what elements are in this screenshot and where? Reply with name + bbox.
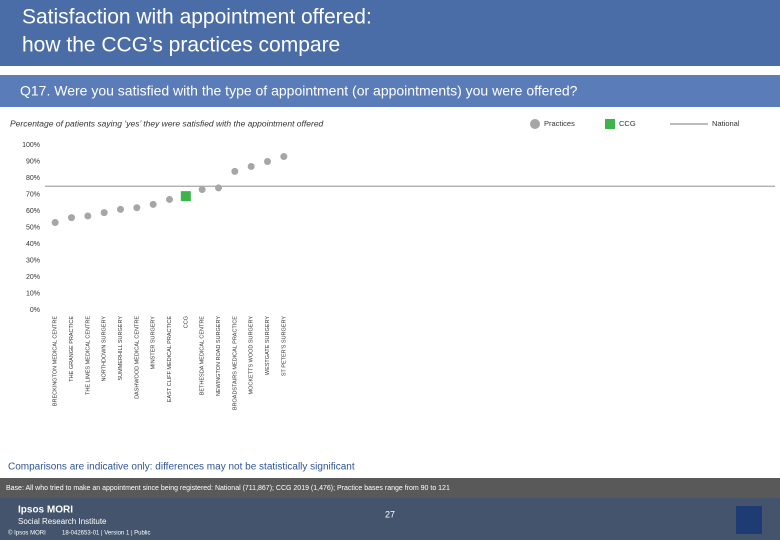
x-tick-label: THE LIMES MEDICAL CENTRE bbox=[85, 316, 91, 395]
legend-swatch bbox=[605, 119, 615, 129]
x-tick-label: MINSTER SURGERY bbox=[151, 316, 157, 370]
legend-label: Practices bbox=[544, 119, 575, 128]
x-tick-label: THE GRANGE PRACTICE bbox=[69, 316, 75, 382]
practice-point bbox=[280, 153, 288, 161]
x-tick-label: BRECKINGTON MEDICAL CENTRE bbox=[53, 316, 59, 406]
y-tick-label: 100% bbox=[22, 142, 40, 149]
practice-point bbox=[247, 162, 255, 170]
x-tick-label: EAST CLIFF MEDICAL PRACTICE bbox=[167, 316, 173, 403]
practice-point bbox=[166, 195, 173, 203]
practice-point bbox=[264, 158, 271, 165]
x-tick-label: WESTGATE SURGERY bbox=[265, 316, 271, 375]
practice-point bbox=[51, 219, 59, 227]
base-band bbox=[0, 478, 780, 498]
x-tick-label: BETHESDA MEDICAL CENTRE bbox=[200, 316, 206, 396]
y-tick-label: 50% bbox=[26, 224, 40, 231]
question-band bbox=[0, 75, 780, 107]
x-tick-label: ST PETER'S SURGERY bbox=[281, 316, 287, 376]
practice-point bbox=[231, 167, 239, 175]
y-tick-label: 30% bbox=[26, 257, 40, 264]
practice-point bbox=[133, 204, 141, 212]
y-tick-label: 90% bbox=[26, 158, 40, 165]
y-tick-label: 80% bbox=[26, 175, 40, 182]
page-number: 27 bbox=[385, 509, 395, 519]
x-tick-label: CCG bbox=[183, 316, 189, 328]
y-tick-label: 10% bbox=[26, 290, 40, 297]
title: how the CCG’s practices compare bbox=[22, 34, 340, 57]
x-tick-label: BROADSTAIRS MEDICAL PRACTICE bbox=[232, 316, 238, 410]
logo: Ipsos MORI bbox=[18, 505, 73, 516]
copyright: © Ipsos MORI bbox=[8, 530, 46, 537]
legend-label: National bbox=[712, 119, 740, 128]
y-tick-label: 0% bbox=[30, 307, 40, 314]
practice-point bbox=[100, 209, 108, 217]
footer-band bbox=[0, 498, 780, 540]
x-tick-label: SUMMERHILL SURGERY bbox=[118, 316, 124, 381]
job-number: 18-042653-01 | Version 1 | Public bbox=[62, 531, 151, 537]
y-tick-label: 70% bbox=[26, 191, 40, 198]
plot: 0% 10% 20% 30% 40% 50% 60% 70% 80% 90% 100% BRECKIN… bbox=[22, 119, 775, 410]
title-band bbox=[0, 0, 780, 66]
x-tick-label: NEWINGTON ROAD SURGERY bbox=[216, 316, 222, 396]
title: Satisfaction with appointment offered: bbox=[22, 6, 372, 29]
y-tick-label: 40% bbox=[26, 241, 40, 248]
footnote: Comparisons are indicative only: differe… bbox=[8, 462, 355, 473]
y-tick-label: 20% bbox=[26, 274, 40, 281]
practice-point bbox=[117, 205, 124, 213]
y-tick-label: 60% bbox=[26, 208, 40, 215]
practice-point bbox=[68, 214, 75, 222]
legend-label: CCG bbox=[619, 119, 636, 128]
x-tick-label: DASHWOOD MEDICAL CENTRE bbox=[134, 316, 140, 399]
question: Q17. Were you satisfied with the type of… bbox=[20, 83, 578, 99]
logo-mark bbox=[736, 506, 762, 534]
x-tick-label: NORTHDOWN SURGERY bbox=[102, 316, 108, 382]
subtitle: Percentage of patients saying ‘yes’ they… bbox=[10, 118, 324, 128]
logo-sub: Social Research Institute bbox=[18, 517, 107, 526]
practice-point bbox=[198, 186, 206, 194]
x-tick-label: MOCKETTS WOOD SURGERY bbox=[249, 316, 255, 395]
base-note: Base: All who tried to make an appointme… bbox=[6, 485, 450, 492]
ccg-point bbox=[180, 191, 191, 202]
practice-point bbox=[215, 184, 222, 192]
practice-point bbox=[149, 200, 157, 208]
legend-swatch bbox=[530, 119, 540, 129]
practice-point bbox=[84, 212, 92, 220]
